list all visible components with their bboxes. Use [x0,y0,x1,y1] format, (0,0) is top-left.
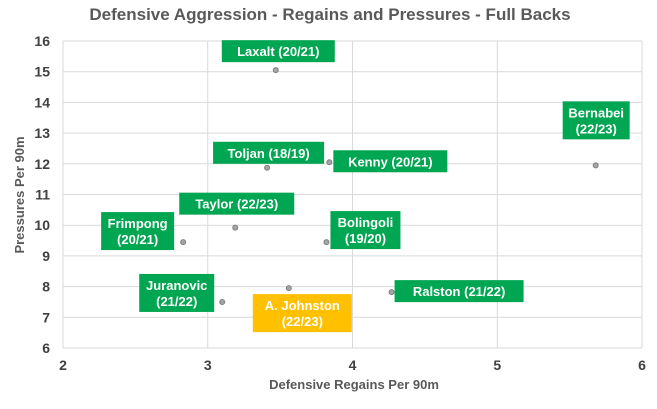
data-point [264,164,271,171]
data-label-text: Juranovic [146,278,207,293]
data-label: Laxalt (20/21) [221,40,335,63]
y-tick-label: 10 [34,217,50,233]
data-label-box [213,141,325,164]
data-point [219,298,226,305]
data-label-text: (22/23) [576,121,617,136]
data-labels: Laxalt (20/21)Bernabei(22/23)Toljan (18/… [101,40,630,333]
data-point [285,285,292,292]
y-tick-label: 8 [42,279,50,295]
data-label-text: Bolingoli [338,215,394,230]
data-label: Frimpong(20/21) [101,212,175,251]
data-point [388,289,395,296]
data-label: Taylor (22/23) [179,192,295,215]
y-tick-label: 12 [34,156,50,172]
data-label-text: (21/22) [156,294,197,309]
data-label-text: Kenny (20/21) [348,154,433,169]
data-label-box [221,40,335,63]
y-tick-label: 13 [34,125,50,141]
x-tick-label: 3 [204,357,212,373]
data-label-box [179,192,295,215]
data-label-text: (19/20) [345,231,386,246]
y-axis-label: Pressures Per 90m [12,136,27,253]
data-label: Bolingoli(19/20) [330,211,401,250]
data-label-text: Toljan (18/19) [228,146,310,161]
x-tick-label: 6 [638,357,646,373]
data-label: Toljan (18/19) [213,141,325,164]
data-point [326,159,333,166]
x-tick-label: 5 [493,357,501,373]
data-point [323,239,330,246]
y-tick-label: 9 [42,248,50,264]
data-label-box [139,273,215,312]
data-label-text: Frimpong [108,216,168,231]
data-label-text: Taylor (22/23) [195,197,278,212]
data-label-text: (20/21) [117,232,158,247]
y-tick-label: 15 [34,64,50,80]
data-label-box [333,150,448,173]
data-label-box [252,294,352,333]
x-tick-label: 4 [349,357,357,373]
y-tick-label: 7 [42,309,50,325]
tick-labels: 6 7 8 9 10 11 12 13 14 15 16 2 3 4 5 6 [34,33,646,373]
data-point [232,224,239,231]
data-label-text: Bernabei [568,105,624,120]
data-point [272,67,279,74]
data-label: Bernabei(22/23) [562,101,630,140]
data-label-text: Laxalt (20/21) [237,44,319,59]
data-label-box [394,280,524,303]
x-tick-label: 2 [59,357,67,373]
data-label-text: A. Johnston [265,298,340,313]
data-label: Juranovic(21/22) [139,273,215,312]
data-label-box [101,212,175,251]
data-label-text: Ralston (21/22) [413,284,505,299]
data-points [180,67,599,305]
data-point [592,162,599,169]
y-tick-label: 6 [42,340,50,356]
y-tick-label: 11 [35,187,50,203]
chart-title: Defensive Aggression - Regains and Press… [89,5,570,24]
data-label: Kenny (20/21) [333,150,448,173]
y-tick-label: 14 [34,94,50,110]
x-axis-label: Defensive Regains Per 90m [269,377,439,392]
data-label: A. Johnston(22/23) [252,294,352,333]
y-tick-label: 16 [34,33,50,49]
data-label-text: (22/23) [282,314,323,329]
data-label-box [330,211,401,250]
data-label-box [562,101,630,140]
data-point [180,239,187,246]
data-label: Ralston (21/22) [394,280,524,303]
